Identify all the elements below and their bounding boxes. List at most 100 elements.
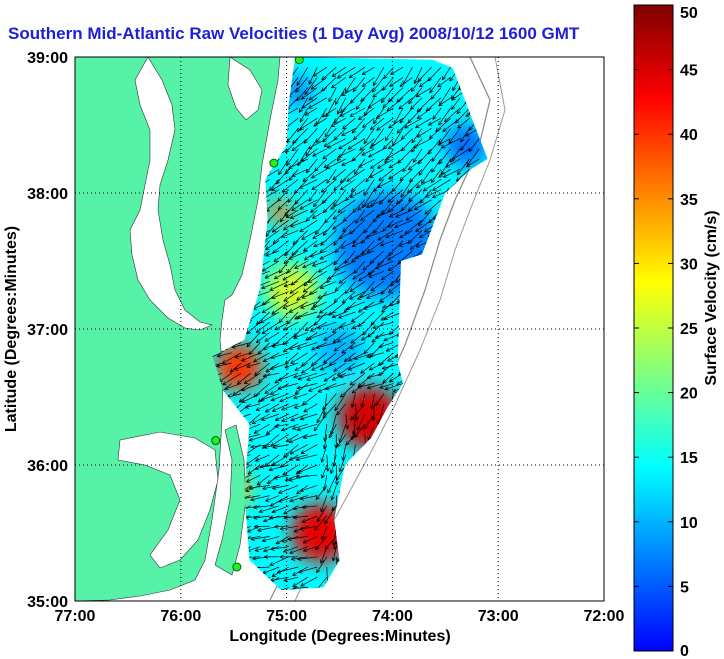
current-vector xyxy=(246,332,261,348)
current-vector-head xyxy=(250,446,255,449)
current-vector-head xyxy=(342,227,345,232)
current-vector-head xyxy=(363,230,368,234)
current-vector xyxy=(293,587,308,589)
current-vector-head xyxy=(243,380,247,384)
current-vector-head xyxy=(281,541,286,543)
current-vector-head xyxy=(387,267,391,271)
current-vector-head xyxy=(261,285,265,289)
current-vector-head xyxy=(428,221,433,224)
current-vector-head xyxy=(381,310,386,313)
current-vector xyxy=(425,189,442,198)
current-vector-head xyxy=(410,248,415,250)
current-vector-head xyxy=(294,407,299,409)
current-vector xyxy=(451,97,461,110)
current-vector-head xyxy=(270,397,274,401)
current-vector-head xyxy=(258,378,261,383)
current-vector xyxy=(350,189,366,198)
current-vector xyxy=(466,148,480,166)
current-vector-head xyxy=(282,343,287,346)
current-vector-head xyxy=(340,188,345,191)
current-vector-head xyxy=(272,444,277,448)
current-vector xyxy=(315,536,328,551)
current-vector-head xyxy=(296,83,301,86)
current-vector-head xyxy=(423,190,428,192)
current-vector xyxy=(234,362,251,371)
current-vector-head xyxy=(271,346,276,348)
current-vector-head xyxy=(349,232,354,235)
current-vector-head xyxy=(425,107,429,112)
current-vector-head xyxy=(449,158,452,163)
current-vector-head xyxy=(331,72,335,77)
current-vector xyxy=(386,97,404,112)
current-vector-head xyxy=(366,204,370,208)
current-vector-head xyxy=(400,135,404,140)
current-vector xyxy=(331,311,346,318)
current-vector-head xyxy=(276,182,280,185)
current-vector xyxy=(296,474,318,478)
current-vector-head xyxy=(360,97,363,102)
current-vector xyxy=(413,148,423,163)
current-vector xyxy=(448,128,461,144)
current-vector-head xyxy=(367,437,372,441)
current-vector-head xyxy=(261,330,265,334)
current-vector xyxy=(405,209,423,221)
current-vector-head xyxy=(421,181,426,184)
current-vector xyxy=(272,444,289,448)
current-vector xyxy=(339,321,356,328)
current-vector-head xyxy=(323,377,327,382)
current-vector-head xyxy=(314,167,317,172)
current-vector xyxy=(261,301,280,314)
current-vector-head xyxy=(265,430,269,435)
current-vector-head xyxy=(272,251,277,254)
current-vector-head xyxy=(367,271,370,276)
current-vector-head xyxy=(460,137,462,142)
current-vector-head xyxy=(283,453,286,458)
current-vector-head xyxy=(316,314,321,318)
current-vector-head xyxy=(284,364,288,368)
current-vector-head xyxy=(380,290,383,295)
current-vector xyxy=(320,179,337,193)
current-vector-head xyxy=(301,236,305,240)
current-vector-head xyxy=(361,252,366,255)
current-vector-head xyxy=(357,382,361,387)
current-vector-head xyxy=(230,370,235,373)
current-vector xyxy=(382,219,394,232)
current-vector-head xyxy=(351,243,355,247)
current-vector-head xyxy=(250,536,255,540)
current-vector xyxy=(338,311,356,319)
current-vector-head xyxy=(263,521,268,523)
current-vector xyxy=(305,209,318,222)
current-vector xyxy=(366,240,385,253)
current-vector-head xyxy=(416,108,419,113)
current-vector-head xyxy=(313,122,317,127)
current-vector-head xyxy=(398,107,403,110)
current-vector-head xyxy=(373,187,376,192)
current-vector-head xyxy=(359,294,362,298)
current-vector xyxy=(272,240,289,254)
current-vector-head xyxy=(303,249,308,252)
current-vector-head xyxy=(315,138,318,143)
current-vector xyxy=(254,525,270,528)
current-vector-head xyxy=(299,496,304,500)
current-vector xyxy=(344,281,356,294)
current-vector-head xyxy=(277,572,282,574)
current-vector-head xyxy=(246,363,250,368)
current-vector-head xyxy=(254,524,258,528)
current-vector xyxy=(258,372,270,383)
current-vector xyxy=(253,352,270,363)
current-vector xyxy=(399,77,413,87)
current-vector-head xyxy=(363,141,368,145)
current-vector xyxy=(358,270,375,282)
current-vector-head xyxy=(432,115,434,120)
current-vector xyxy=(387,87,404,103)
current-vector-head xyxy=(348,357,352,362)
current-vector-head xyxy=(283,517,288,520)
current-vector-head xyxy=(329,469,332,474)
current-vector xyxy=(264,270,280,279)
current-vector xyxy=(330,199,346,210)
current-vector-head xyxy=(288,176,291,181)
current-vector xyxy=(363,179,375,196)
current-vector-head xyxy=(363,426,368,430)
current-vector-head xyxy=(325,165,329,169)
current-vector-head xyxy=(292,240,295,245)
